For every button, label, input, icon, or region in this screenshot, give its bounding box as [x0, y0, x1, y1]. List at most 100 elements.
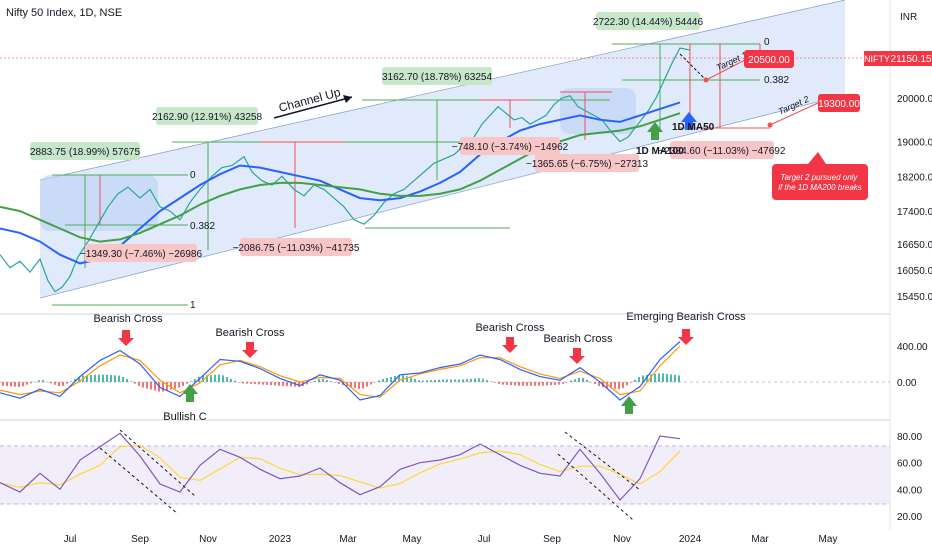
macd-histogram-bar: [266, 382, 268, 385]
macd-histogram-bar: [578, 377, 580, 382]
macd-histogram-bar: [474, 378, 476, 382]
fib-label: 0.382: [764, 75, 789, 86]
x-axis-tick-label: Jul: [64, 534, 77, 545]
macd-histogram-bar: [650, 374, 652, 382]
macd-histogram-bar: [330, 381, 332, 382]
macd-histogram-bar: [374, 382, 376, 383]
macd-histogram-bar: [242, 382, 244, 384]
fib-label: 0.382: [190, 221, 215, 232]
macd-histogram-bar: [670, 374, 672, 382]
macd-histogram-bar: [514, 382, 516, 386]
cross-label-cut: Bullish C: [163, 411, 206, 423]
macd-histogram-bar: [378, 380, 380, 382]
macd-histogram-bar: [366, 382, 368, 387]
macd-histogram-bar: [298, 382, 300, 387]
macd-histogram-bar: [566, 382, 568, 383]
macd-histogram-bar: [178, 382, 180, 388]
macd-histogram-bar: [478, 378, 480, 382]
macd-histogram-bar: [622, 382, 624, 389]
loss-label: −2086.75 (−11.03%) −41735: [233, 243, 360, 254]
macd-histogram-bar: [522, 382, 524, 386]
loss-label-box: [670, 141, 774, 159]
macd-histogram-bar: [410, 377, 412, 382]
macd-histogram-bar: [210, 375, 212, 382]
ma50-label: 1D MA50: [672, 122, 715, 133]
macd-histogram-bar: [114, 375, 116, 382]
ticker-value-box: [890, 51, 932, 66]
macd-cross-labels: Bearish Cross Bearish Cross Bearish Cros…: [93, 311, 746, 423]
macd-histogram-bar: [642, 375, 644, 382]
loss-label-box: [240, 238, 352, 256]
macd-histogram-bar: [558, 382, 560, 385]
loss-label-box: [535, 154, 639, 172]
macd-histogram-bar: [466, 379, 468, 382]
macd-histogram-bar: [270, 382, 272, 386]
channel-up-upper-line: [39, 0, 846, 181]
macd-histogram-bar: [586, 379, 588, 382]
down-arrow-icon: [569, 348, 585, 364]
macd-histogram-bar: [62, 382, 64, 386]
gain-label: 2883.75 (18.99%) 57675: [30, 147, 141, 158]
macd-axis-tick-label: 0.00: [897, 378, 917, 389]
macd-histogram-bar: [122, 376, 124, 382]
macd-axis-tick-label: 400.00: [897, 342, 928, 353]
macd-histogram-bar: [358, 382, 360, 390]
pattern-box-left: [40, 175, 158, 231]
x-axis-tick-label: Mar: [339, 534, 357, 545]
fib-label: 0: [764, 37, 770, 48]
macd-histogram-bar: [250, 382, 252, 384]
loss-label-box: [460, 137, 560, 155]
macd-histogram-bar: [350, 382, 352, 388]
macd-histogram-bar: [590, 382, 592, 383]
macd-histogram-bar: [326, 380, 328, 382]
up-arrow-icon: [681, 112, 697, 130]
gain-label-box: [382, 67, 492, 85]
rsi-ma-line: [0, 444, 681, 489]
price-axis-tick-label: 15450.00: [897, 292, 932, 303]
gain-labels: 2883.75 (18.99%) 57675 2162.90 (12.91%) …: [30, 12, 703, 160]
macd-histogram-bar: [170, 382, 172, 390]
macd-histogram-bar: [130, 381, 132, 382]
up-arrow-icon: [621, 396, 637, 414]
price-axis-tick-label: 16050.00: [897, 266, 932, 277]
cross-label: Bearish Cross: [543, 333, 613, 345]
price-axis-tick-label: 17400.00: [897, 207, 932, 218]
rsi-axis-tick-label: 80.00: [897, 432, 922, 443]
macd-histogram-bar: [34, 381, 36, 383]
macd-histogram-bar: [470, 378, 472, 382]
macd-histogram-bar: [246, 382, 248, 384]
macd-histogram-bar: [282, 382, 284, 386]
macd-histogram-bar: [306, 382, 308, 385]
macd-histogram-bar: [218, 374, 220, 382]
macd-histogram-bar: [318, 379, 320, 382]
loss-label-box: [85, 244, 197, 262]
macd-histogram-bar: [94, 374, 96, 382]
macd-histogram-bar: [386, 377, 388, 382]
gain-label-box: [156, 107, 258, 125]
macd-histogram-bar: [574, 379, 576, 382]
macd-histogram-bar: [606, 382, 608, 388]
macd-histogram-bar: [422, 380, 424, 382]
macd-histogram-bar: [334, 382, 336, 383]
macd-histogram-bar: [662, 373, 664, 382]
gain-label: 2162.90 (12.91%) 43258: [152, 112, 263, 123]
macd-line: [0, 341, 681, 401]
macd-histogram-bar: [550, 382, 552, 386]
target-labels: Target 1 20500.00 Target 2 19300.00 Targ…: [715, 50, 868, 200]
macd-histogram-bar: [382, 378, 384, 382]
macd-histogram-bar: [490, 381, 492, 382]
macd-histogram-bar: [90, 375, 92, 382]
macd-histogram-bar: [518, 382, 520, 386]
x-axis-tick-label: Sep: [131, 534, 149, 545]
macd-histogram-bar: [498, 382, 500, 384]
x-axis-tick-label: Mar: [751, 534, 769, 545]
loss-label: −1365.65 (−6.75%) −27313: [526, 159, 648, 170]
macd-histogram-bar: [626, 382, 628, 386]
macd-histogram-bar: [502, 382, 504, 385]
macd-histogram-bar: [406, 376, 408, 382]
macd-histogram-bar: [418, 380, 420, 382]
macd-histogram-bar: [14, 382, 16, 387]
down-arrow-icon: [502, 337, 518, 353]
macd-histogram-bar: [414, 378, 416, 382]
down-arrow-icon: [242, 342, 258, 358]
